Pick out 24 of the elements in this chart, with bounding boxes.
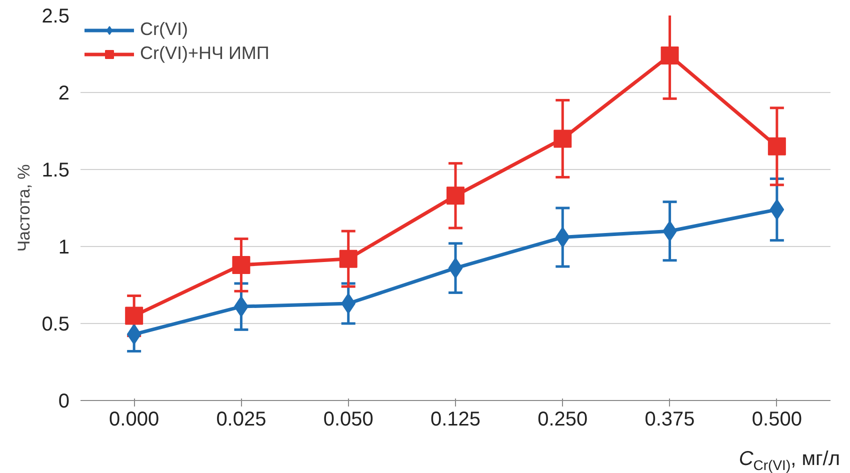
x-tick-label: 0.125 xyxy=(430,408,481,430)
x-axis-title: C$_{Cr(VI)}$, мг/л xyxy=(738,447,840,473)
y-axis-title: Частота, % xyxy=(14,164,34,252)
point xyxy=(339,250,358,268)
y-tick-label: 2.5 xyxy=(42,6,70,28)
point xyxy=(446,186,464,205)
y-tick-label: 1.5 xyxy=(42,160,70,182)
point xyxy=(768,137,786,156)
point xyxy=(125,306,144,325)
legend-label: Cr(VI) xyxy=(140,19,188,40)
legend-label: Cr(VI)+НЧ ИМП xyxy=(140,43,270,64)
x-tick-label: 0.025 xyxy=(216,408,266,430)
y-tick-label: 1 xyxy=(58,236,70,258)
x-tick-label: 0.375 xyxy=(644,408,695,430)
point xyxy=(660,46,679,65)
y-tick-label: 0 xyxy=(58,390,70,412)
x-tick-label: 0.050 xyxy=(323,408,374,430)
point xyxy=(232,256,250,274)
point xyxy=(554,130,572,148)
y-tick-label: 2 xyxy=(58,82,70,104)
x-tick-label: 0.250 xyxy=(538,408,588,430)
x-tick-label: 0.000 xyxy=(109,408,160,430)
x-tick-label: 0.500 xyxy=(752,408,802,430)
y-tick-label: 0.5 xyxy=(42,314,70,336)
